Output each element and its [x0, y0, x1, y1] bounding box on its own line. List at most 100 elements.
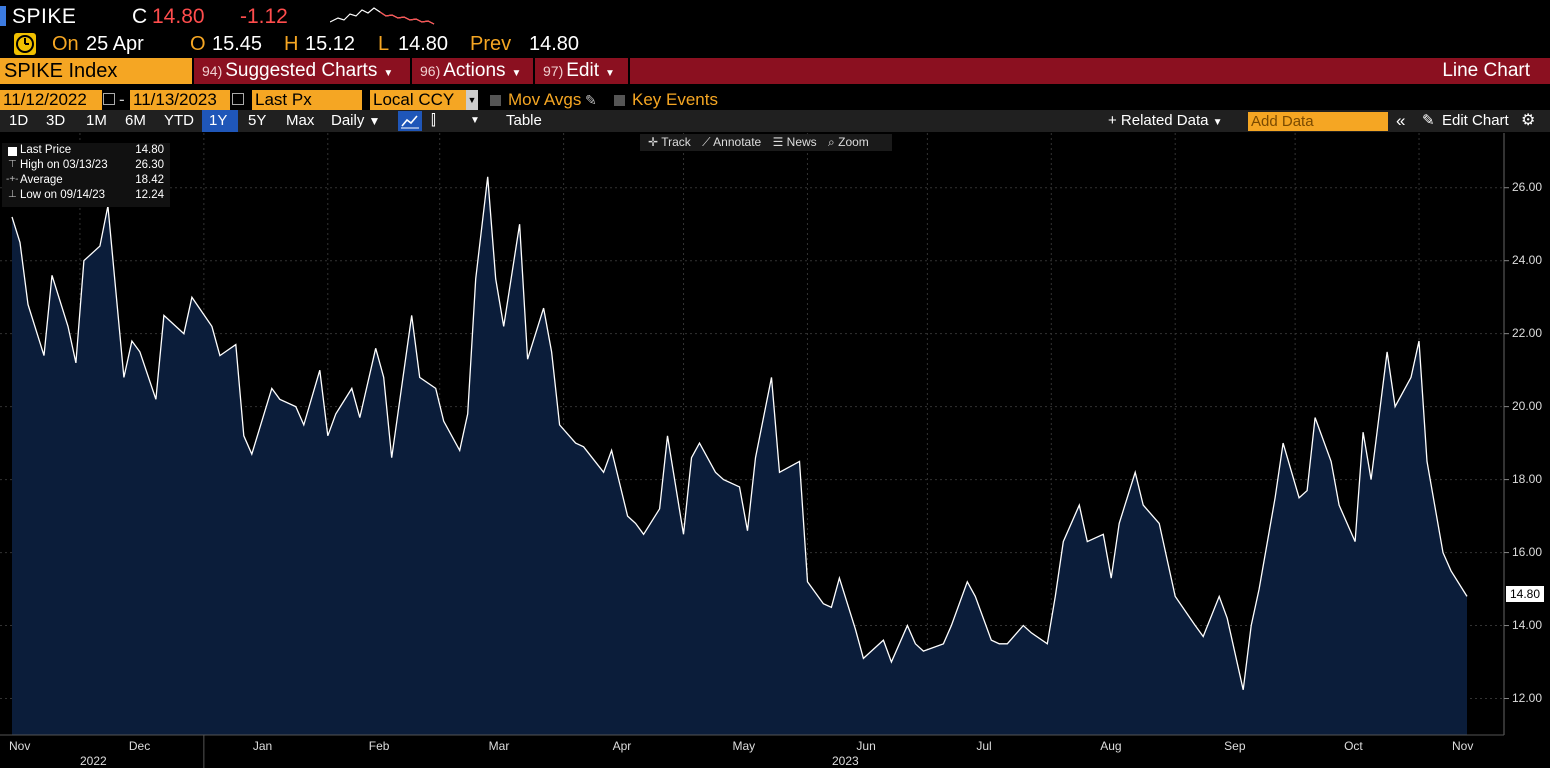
menu-divider: [192, 58, 194, 84]
menu-divider: [410, 58, 412, 84]
calendar-icon[interactable]: [103, 93, 115, 105]
candle-chart-icon[interactable]: ⫿: [431, 112, 436, 129]
legend-last-label: Last Price: [20, 144, 72, 156]
mov-avgs-checkbox[interactable]: [490, 95, 501, 106]
x-tick-label: Sep: [1224, 739, 1246, 753]
chart-type-label[interactable]: Line Chart: [1442, 60, 1530, 81]
legend-swatch: [8, 147, 17, 156]
x-tick-label: May: [732, 739, 756, 753]
pencil-icon[interactable]: ✎: [1422, 112, 1435, 129]
y-tick-label: 26.00: [1512, 179, 1543, 194]
calendar-icon[interactable]: [232, 93, 244, 105]
high-value: 15.12: [305, 33, 356, 55]
news-button[interactable]: News: [786, 135, 817, 149]
zoom-icon[interactable]: ⌕: [828, 135, 835, 149]
chart-tools-bar: ✛ Track ⟋ Annotate ☰ News ⌕ Zoom: [640, 134, 892, 151]
high-label: H: [284, 33, 299, 55]
x-tick-label: Jan: [252, 739, 273, 753]
news-icon[interactable]: ☰: [772, 135, 784, 149]
legend-high-label: High on 03/13/23: [20, 159, 108, 171]
last-price: 14.80: [152, 5, 205, 28]
caret-down-icon: ▼: [511, 68, 522, 79]
table-button[interactable]: Table: [506, 112, 542, 129]
menu-bar: [0, 58, 1550, 84]
legend-average-label: Average: [20, 174, 63, 186]
sparkline-icon: [330, 7, 435, 25]
actions-menu[interactable]: 96) Actions ▼: [414, 58, 527, 84]
legend-low-label: Low on 09/14/23: [20, 189, 106, 201]
key-events-label[interactable]: Key Events: [632, 90, 718, 109]
menu-label: Edit: [566, 60, 599, 81]
edit-menu[interactable]: 97) Edit ▼: [537, 58, 621, 84]
chart-legend: Last Price 14.80 ⊤ High on 03/13/23 26.3…: [2, 143, 170, 207]
pencil-icon[interactable]: ✎: [585, 92, 597, 108]
period-ytd[interactable]: YTD: [164, 112, 194, 129]
edit-chart-button[interactable]: Edit Chart: [1442, 112, 1509, 129]
period-1y[interactable]: 1Y: [202, 110, 238, 132]
mov-avgs-label[interactable]: Mov Avgs: [508, 90, 582, 109]
caret-down-icon: ▼: [604, 68, 615, 79]
close-label: C: [132, 5, 148, 28]
caret-down-icon: ▼: [1212, 117, 1223, 128]
chart-type-caret-icon[interactable]: ▼: [470, 115, 480, 126]
track-icon[interactable]: ✛: [648, 135, 659, 149]
track-button[interactable]: Track: [661, 135, 691, 149]
related-data-label: + Related Data: [1108, 112, 1209, 129]
suggested-charts-menu[interactable]: 94) Suggested Charts ▼: [196, 58, 399, 84]
period-3d[interactable]: 3D: [46, 112, 66, 129]
low-label: L: [378, 33, 390, 55]
year-label: 2022: [80, 754, 107, 768]
period-5y[interactable]: 5Y: [248, 112, 267, 129]
y-tick-label: 22.00: [1512, 325, 1543, 340]
ticker-symbol[interactable]: SPIKE: [12, 5, 77, 28]
annotate-button[interactable]: Annotate: [713, 135, 762, 149]
high-marker-icon: ⊤: [8, 159, 17, 170]
caret-down-icon: ▼: [383, 68, 394, 79]
y-tick-label: 18.00: [1512, 471, 1543, 486]
price-chart[interactable]: [0, 132, 1550, 768]
gear-icon[interactable]: ⚙: [1521, 112, 1536, 129]
prev-label: Prev: [470, 33, 512, 55]
menu-label: Suggested Charts: [225, 60, 378, 81]
clock-icon: [14, 33, 36, 55]
x-tick-label: Aug: [1100, 739, 1122, 753]
x-tick-label: Feb: [368, 739, 390, 753]
end-date-field[interactable]: 11/13/2023: [130, 90, 230, 110]
line-chart-icon[interactable]: [398, 111, 422, 131]
currency-selector[interactable]: Local CCY: [370, 90, 466, 110]
prev-value: 14.80: [529, 33, 580, 55]
quote-date: 25 Apr: [86, 33, 144, 55]
caret-down-icon: ▼: [368, 114, 381, 128]
frequency-selector[interactable]: Daily ▼: [324, 110, 387, 132]
field-selector[interactable]: Last Px: [252, 90, 362, 110]
low-marker-icon: ⊥: [8, 189, 17, 200]
collapse-icon[interactable]: «: [1396, 111, 1406, 130]
x-tick-label: Jul: [976, 739, 992, 753]
price-line: [11, 176, 1468, 690]
period-6m[interactable]: 6M: [125, 112, 146, 129]
frequency-label: Daily: [331, 112, 365, 129]
x-tick-label: Nov: [1452, 739, 1474, 753]
related-data-button[interactable]: + Related Data ▼: [1108, 110, 1223, 132]
menu-divider: [533, 58, 535, 84]
x-tick-label: Nov: [8, 739, 31, 753]
key-events-checkbox[interactable]: [614, 95, 625, 106]
add-data-input[interactable]: Add Data: [1248, 112, 1388, 131]
start-date-field[interactable]: 11/12/2022: [0, 90, 102, 110]
on-label: On: [52, 33, 79, 55]
y-tick-label: 16.00: [1512, 544, 1543, 559]
menu-number: 96): [420, 63, 441, 79]
legend-average-value: 18.42: [135, 174, 164, 186]
y-axis: [1503, 133, 1509, 735]
legend-low-value: 12.24: [135, 189, 164, 201]
legend-last-value: 14.80: [135, 144, 164, 156]
zoom-button[interactable]: Zoom: [838, 135, 869, 149]
period-1d[interactable]: 1D: [9, 112, 29, 129]
y-tick-label: 12.00: [1512, 690, 1543, 705]
period-1m[interactable]: 1M: [86, 112, 107, 129]
x-axis: [0, 734, 1504, 768]
caret-down-icon[interactable]: ▼: [466, 90, 478, 110]
annotate-icon[interactable]: ⟋: [702, 135, 711, 149]
security-field[interactable]: SPIKE Index: [0, 58, 192, 84]
period-max[interactable]: Max: [286, 112, 315, 129]
